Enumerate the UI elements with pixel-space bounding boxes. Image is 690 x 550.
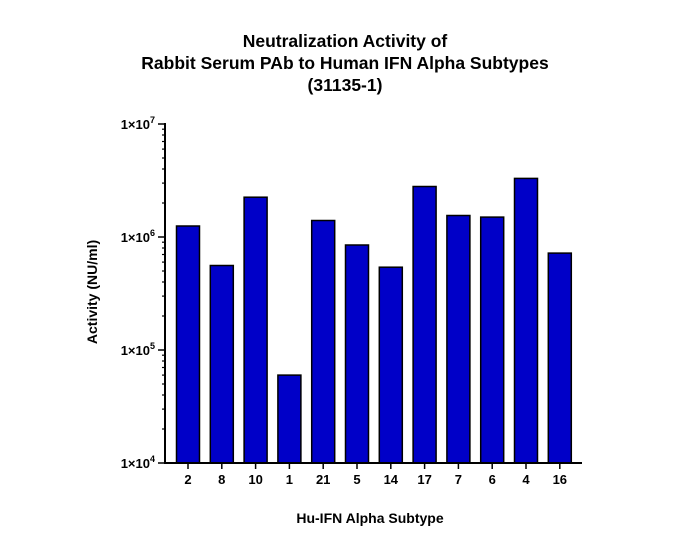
x-tick-label-10: 10: [248, 472, 262, 487]
bar-16: [547, 252, 573, 464]
y-tick-label-0: 1×104: [121, 454, 155, 471]
x-tick-label-4: 4: [522, 472, 530, 487]
x-tick-label-2: 2: [184, 472, 191, 487]
x-tick-label-7: 7: [455, 472, 462, 487]
x-tick-label-17: 17: [417, 472, 431, 487]
bar-8: [209, 264, 235, 464]
bar-17: [412, 185, 437, 464]
y-axis-label: Activity (NU/ml): [84, 240, 100, 344]
bar-2: [175, 225, 201, 464]
x-axis-label: Hu-IFN Alpha Subtype: [296, 510, 443, 526]
chart-title-line-2: Rabbit Serum PAb to Human IFN Alpha Subt…: [141, 53, 549, 73]
bar-14: [378, 266, 404, 464]
chart-title: Neutralization Activity of Rabbit Serum …: [0, 30, 690, 96]
axes-layer: 1×104 1×105 1×106 1×107 2 8 10 1 21 5 14 17 7 6 4 16: [121, 115, 582, 487]
x-tick-label-5: 5: [353, 472, 360, 487]
y-tick-label-3: 1×107: [121, 115, 155, 132]
chart-title-line-3: (31135-1): [307, 75, 383, 95]
chart-title-line-1: Neutralization Activity of: [242, 31, 448, 51]
x-tick-label-14: 14: [384, 472, 399, 487]
y-tick-label-2: 1×106: [121, 228, 155, 245]
bar-6: [479, 216, 505, 464]
bar-5: [344, 244, 370, 464]
x-tick-label-16: 16: [553, 472, 567, 487]
bar-21: [310, 219, 336, 464]
bar-4: [513, 177, 539, 464]
bars-layer: [175, 177, 573, 464]
y-tick-label-1: 1×105: [121, 341, 155, 358]
bar-1: [277, 374, 302, 464]
x-tick-label-21: 21: [316, 472, 330, 487]
x-tick-label-1: 1: [286, 472, 293, 487]
x-tick-label-6: 6: [489, 472, 496, 487]
bar-7: [446, 214, 471, 464]
bar-10: [243, 196, 268, 464]
x-tick-label-8: 8: [218, 472, 225, 487]
